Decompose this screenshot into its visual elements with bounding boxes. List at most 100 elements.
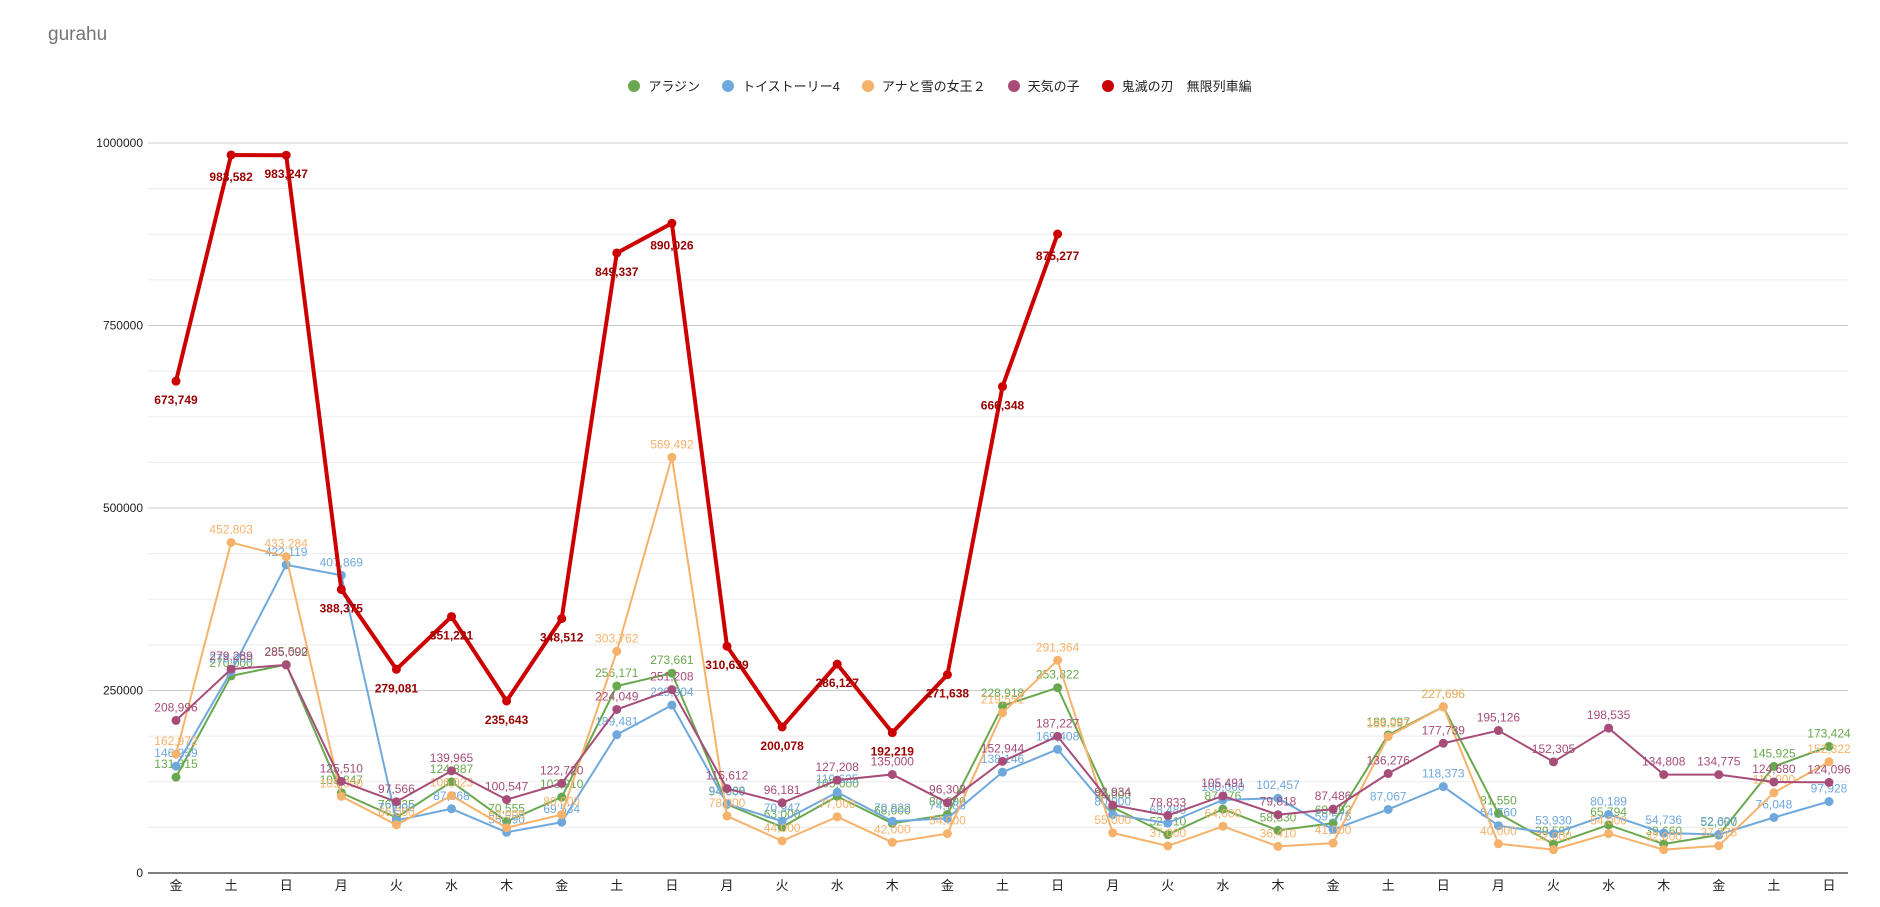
- x-tick-label: 日: [1051, 879, 1064, 894]
- data-label: 136,276: [1367, 754, 1411, 768]
- data-label: 228,918: [981, 686, 1025, 700]
- data-label: 125,510: [320, 761, 364, 775]
- data-label: 875,277: [1036, 249, 1080, 263]
- data-point: [1549, 845, 1558, 855]
- legend-item[interactable]: 天気の子: [1007, 76, 1080, 95]
- data-label: 270,000: [209, 656, 253, 670]
- data-point: [1273, 810, 1283, 820]
- data-label: 41,000: [1315, 823, 1352, 837]
- legend-item[interactable]: トイストーリー4: [722, 76, 840, 95]
- data-point: [1493, 821, 1503, 831]
- data-label: 40,000: [1480, 824, 1517, 838]
- data-point: [667, 700, 677, 710]
- data-label: 256,171: [595, 666, 639, 680]
- x-tick-label: 金: [941, 878, 954, 894]
- data-point: [1549, 757, 1558, 767]
- data-point: [1604, 809, 1614, 819]
- data-point: [1659, 770, 1669, 780]
- data-label: 55,000: [1094, 813, 1131, 827]
- data-point: [942, 798, 952, 808]
- data-label: 118,373: [1422, 767, 1465, 781]
- data-label: 87,067: [1370, 789, 1407, 803]
- data-point: [1438, 782, 1448, 792]
- data-point: [1273, 841, 1283, 851]
- data-label: 433,284: [265, 537, 309, 551]
- data-point: [832, 787, 842, 797]
- legend-marker-icon: [1007, 79, 1020, 92]
- x-tick-label: 土: [610, 879, 623, 894]
- legend-label: アナと雪の女王２: [881, 79, 986, 94]
- legend-item[interactable]: アラジン: [628, 76, 700, 95]
- legend-marker-icon: [628, 79, 641, 92]
- legend-item[interactable]: 鬼滅の刃 無限列車編: [1101, 76, 1252, 95]
- chart-title: gurahu: [48, 24, 108, 45]
- data-point: [1053, 229, 1063, 239]
- data-label: 78,000: [709, 796, 746, 810]
- data-label: 208,996: [154, 700, 198, 714]
- legend-label: アラジン: [648, 79, 701, 94]
- data-label: 96,181: [764, 783, 801, 797]
- data-point: [1824, 741, 1834, 751]
- x-tick-label: 火: [1161, 879, 1174, 894]
- data-label: 200,078: [760, 739, 804, 753]
- legend-item[interactable]: アナと雪の女王２: [861, 76, 986, 95]
- data-label: 348,512: [540, 631, 584, 645]
- data-label: 52,000: [1700, 815, 1737, 829]
- data-point: [281, 660, 291, 670]
- data-label: 80,000: [543, 795, 580, 809]
- data-point: [1383, 731, 1393, 741]
- legend-marker-icon: [722, 79, 735, 92]
- data-point: [1604, 829, 1614, 839]
- data-point: [887, 769, 897, 779]
- data-label: 890,026: [650, 238, 694, 252]
- data-label: 569,492: [650, 437, 694, 451]
- data-point: [1053, 744, 1063, 754]
- x-tick-label: 火: [776, 879, 789, 894]
- data-label: 235,643: [485, 713, 529, 727]
- data-label: 100,000: [1201, 780, 1245, 794]
- data-label: 66,000: [378, 805, 415, 819]
- data-label: 124,680: [1752, 762, 1796, 776]
- data-point: [1383, 769, 1393, 779]
- x-tick-label: 木: [886, 879, 899, 894]
- y-tick-label: 750000: [103, 319, 143, 333]
- data-point: [1218, 791, 1228, 801]
- data-point: [1163, 818, 1173, 828]
- data-point: [1218, 804, 1228, 814]
- data-point: [832, 775, 842, 785]
- x-tick-label: 月: [1492, 879, 1505, 894]
- data-point: [171, 376, 181, 386]
- data-label: 285,092: [265, 645, 309, 659]
- data-label: 106,023: [430, 776, 474, 790]
- data-point: [1824, 777, 1834, 787]
- data-point: [281, 552, 291, 562]
- x-tick-label: 月: [1106, 879, 1119, 894]
- x-tick-label: 金: [1712, 878, 1725, 894]
- data-point: [171, 772, 181, 782]
- data-label: 122,720: [540, 763, 584, 777]
- data-label: 187,227: [1036, 716, 1080, 730]
- x-tick-label: 日: [665, 879, 678, 894]
- data-point: [832, 812, 842, 822]
- x-tick-label: 日: [1822, 879, 1835, 894]
- data-label: 92,934: [1094, 785, 1131, 799]
- data-label: 139,965: [430, 751, 474, 765]
- data-point: [667, 218, 677, 228]
- data-point: [722, 811, 732, 821]
- data-label: 52,697: [1700, 815, 1737, 829]
- data-point: [1328, 804, 1338, 814]
- data-point: [281, 150, 291, 160]
- data-point: [226, 150, 236, 160]
- data-point: [777, 816, 787, 826]
- data-point: [391, 820, 401, 830]
- data-label: 227,696: [1422, 687, 1466, 701]
- data-point: [612, 704, 622, 714]
- data-point: [777, 722, 787, 732]
- data-point: [1218, 821, 1228, 831]
- x-tick-label: 土: [1382, 879, 1395, 894]
- data-point: [226, 537, 236, 547]
- x-tick-label: 火: [390, 879, 403, 894]
- data-point: [722, 784, 732, 794]
- x-tick-label: 土: [225, 879, 238, 894]
- x-tick-label: 日: [280, 879, 293, 894]
